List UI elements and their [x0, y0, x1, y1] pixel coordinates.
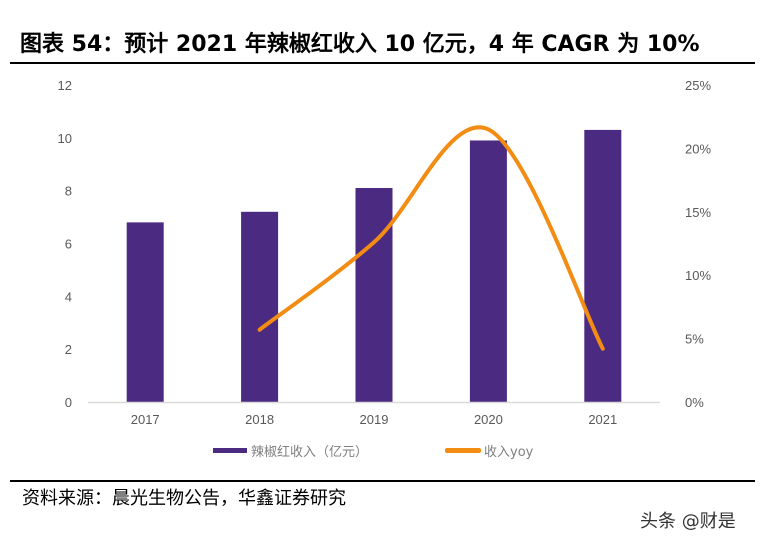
y-right-tick-label: 15% — [685, 205, 711, 220]
y-left-tick-label: 6 — [65, 237, 72, 252]
source-divider — [10, 480, 755, 482]
y-right-tick-label: 10% — [685, 268, 711, 283]
y-right-tick-label: 0% — [685, 395, 704, 410]
bar-2021 — [584, 129, 622, 403]
y-right-tick-label: 20% — [685, 141, 711, 156]
title-divider — [10, 62, 755, 64]
watermark: 头条 @财是 — [640, 511, 736, 532]
y-left-tick-label: 12 — [58, 78, 72, 93]
yoy-line — [257, 125, 605, 351]
chart-title: 图表 54：预计 2021 年辣椒红收入 10 亿元，4 年 CAGR 为 10… — [20, 32, 700, 57]
y-right-tick-label: 25% — [685, 78, 711, 93]
x-tick-label: 2017 — [131, 412, 160, 427]
x-tick-label: 2020 — [474, 412, 503, 427]
y-left-tick-label: 10 — [58, 131, 72, 146]
chart: 0 2 4 6 8 10 12 0% 5% 10% 15% 20% 25% 2017 2018 2019 202… — [58, 78, 712, 460]
bar-2020 — [469, 140, 507, 402]
y-left-tick-label: 2 — [65, 342, 72, 357]
legend-label-line: 收入yoy — [484, 445, 534, 460]
source-note: 资料来源：晨光生物公告，华鑫证券研究 — [22, 488, 346, 509]
y-left-tick-label: 8 — [65, 184, 72, 199]
bar-2019 — [355, 188, 393, 402]
bar-2017 — [126, 222, 164, 402]
x-tick-label: 2018 — [245, 412, 274, 427]
bar-2018 — [241, 211, 279, 402]
y-left-tick-label: 0 — [65, 395, 72, 410]
x-tick-label: 2019 — [360, 412, 389, 427]
legend-label-bar: 辣椒红收入（亿元） — [251, 444, 368, 460]
legend-swatch-bar — [213, 448, 247, 453]
legend-swatch-line — [445, 448, 481, 453]
y-left-tick-label: 4 — [65, 289, 72, 304]
x-tick-label: 2021 — [588, 412, 617, 427]
y-right-tick-label: 5% — [685, 332, 704, 347]
